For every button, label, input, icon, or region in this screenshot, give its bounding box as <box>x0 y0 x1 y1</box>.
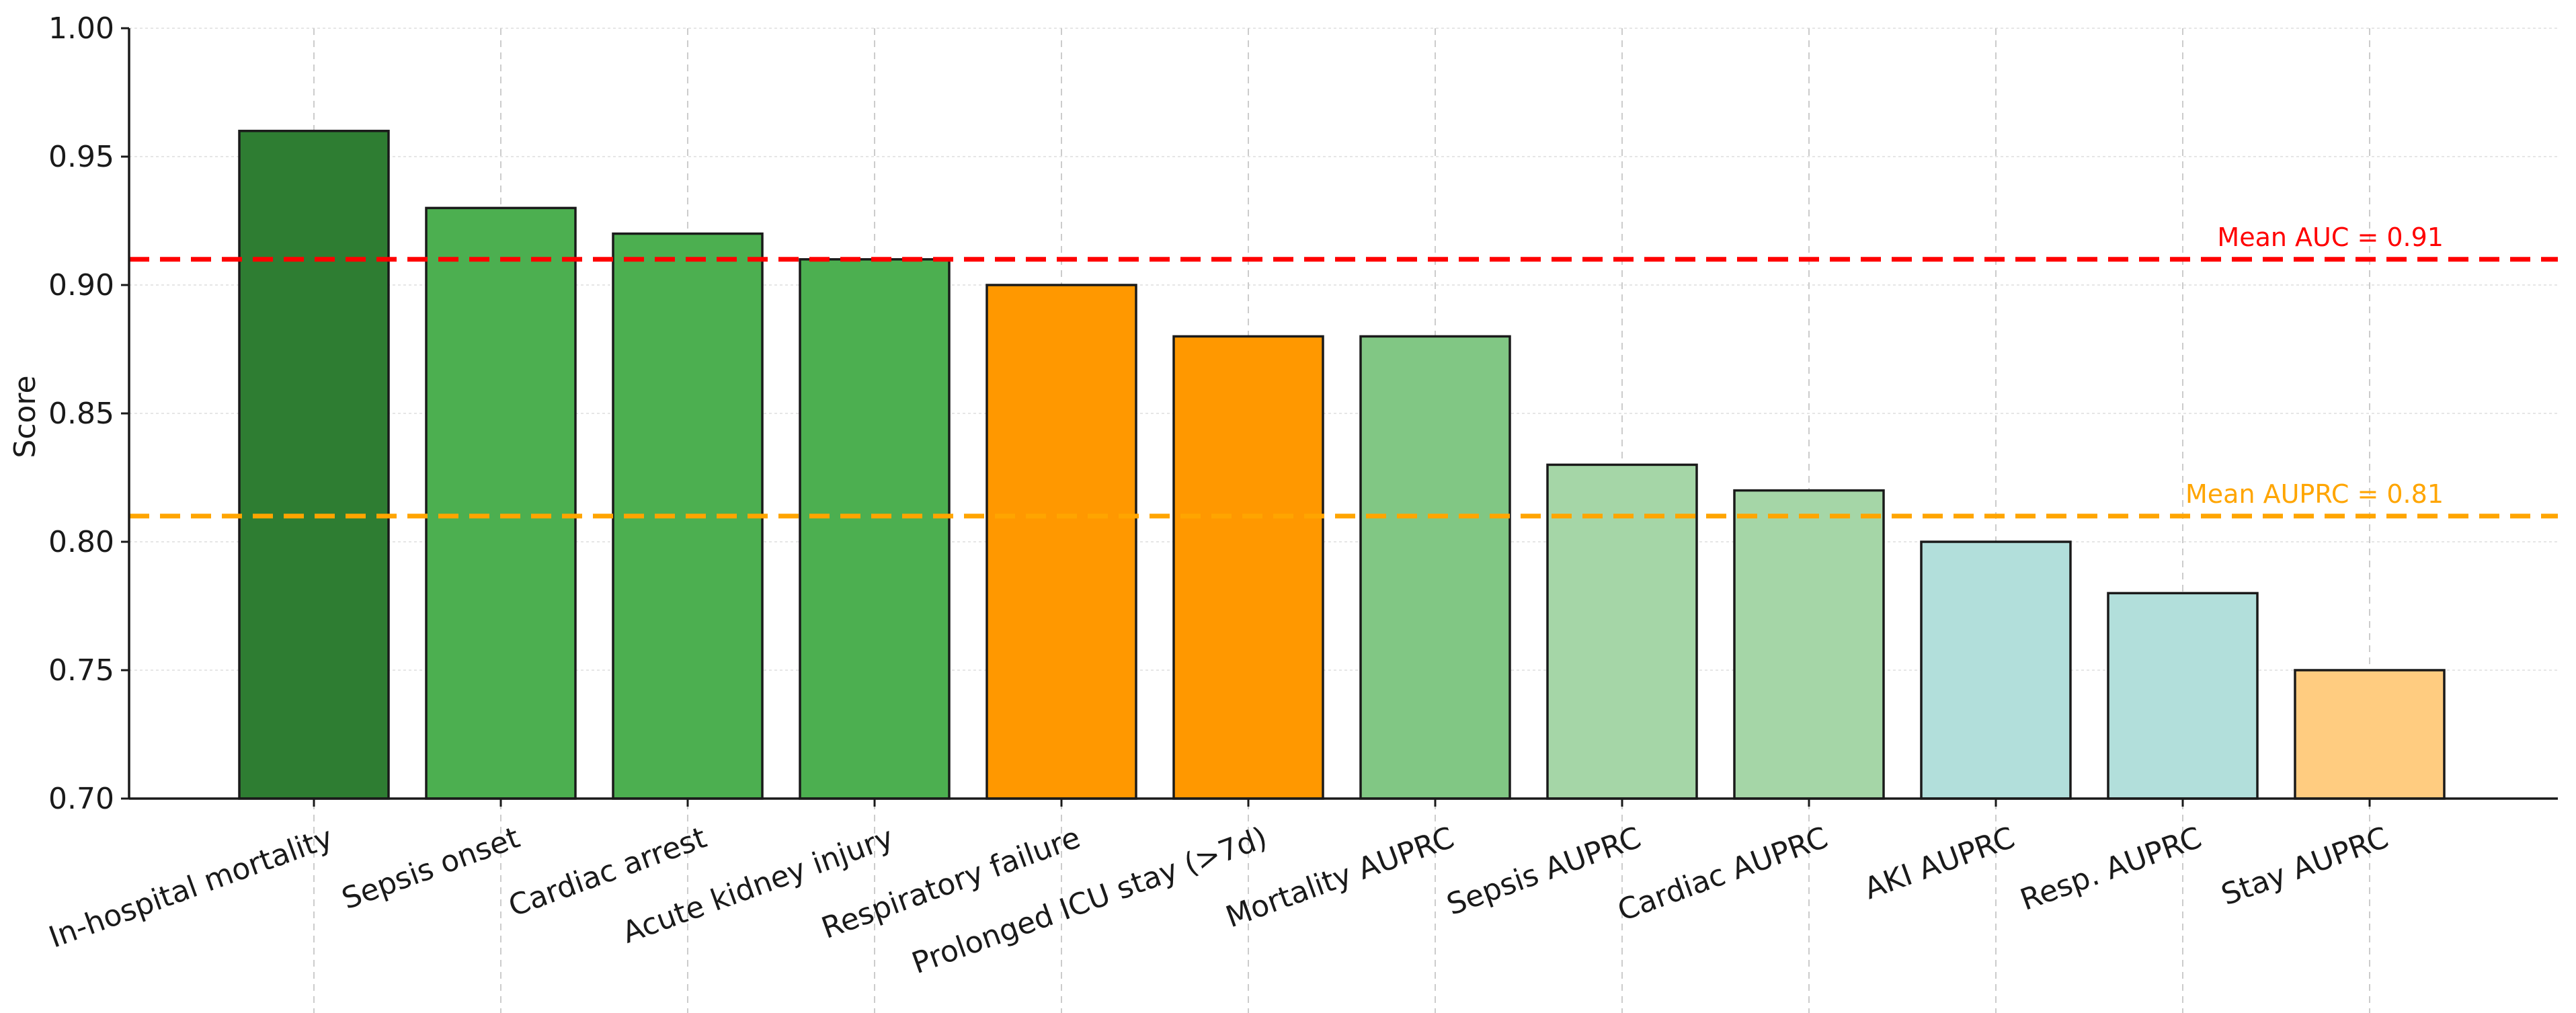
x-tick-label: Prolonged ICU stay (>7d) <box>908 820 1272 981</box>
bar-stay-auprc <box>2294 669 2446 800</box>
bar-respiratory-failure <box>985 284 1137 800</box>
x-tick-label: Cardiac AUPRC <box>1613 820 1833 928</box>
reference-line-layer: Mean AUC = 0.91 Mean AUPRC = 0.81 <box>129 222 2558 519</box>
x-tick-label: Sepsis AUPRC <box>1443 820 1646 922</box>
x-tick-labels: In-hospital mortality Sepsis onset Cardiac… <box>44 820 2393 981</box>
y-tick-label: 1.00 <box>48 11 114 46</box>
bar-layer <box>238 130 2446 800</box>
y-tick-label: 0.90 <box>48 268 114 302</box>
bar-aki-auprc <box>1920 540 2072 800</box>
bar-mortality-auprc <box>1359 335 1511 800</box>
y-tick-label: 0.80 <box>48 525 114 559</box>
y-tick-label: 0.70 <box>48 782 114 816</box>
bar-acute-kidney-injury <box>799 258 951 800</box>
y-tick-labels: 0.70 0.75 0.80 0.85 0.90 0.95 1.00 <box>48 11 114 816</box>
y-tick-label: 0.95 <box>48 140 114 174</box>
x-tick-label: In-hospital mortality <box>44 820 337 955</box>
mean-auprc-label: Mean AUPRC = 0.81 <box>2185 479 2444 509</box>
bar-sepsis-onset <box>425 206 577 800</box>
bar-cardiac-auprc <box>1733 489 1885 800</box>
axis-layer <box>121 27 2558 807</box>
bar-in-hospital-mortality <box>238 130 390 800</box>
y-tick-label: 0.85 <box>48 397 114 431</box>
y-tick-label: 0.75 <box>48 653 114 688</box>
x-tick-label: Stay AUPRC <box>2217 820 2393 912</box>
y-axis-title: Score <box>8 375 42 458</box>
x-tick-label: Resp. AUPRC <box>2016 820 2206 918</box>
x-tick-label: Sepsis onset <box>337 820 524 916</box>
bar-resp-auprc <box>2107 592 2259 800</box>
bar-prolonged-icu-stay-7d <box>1172 335 1324 800</box>
mean-auc-label: Mean AUC = 0.91 <box>2217 222 2444 252</box>
